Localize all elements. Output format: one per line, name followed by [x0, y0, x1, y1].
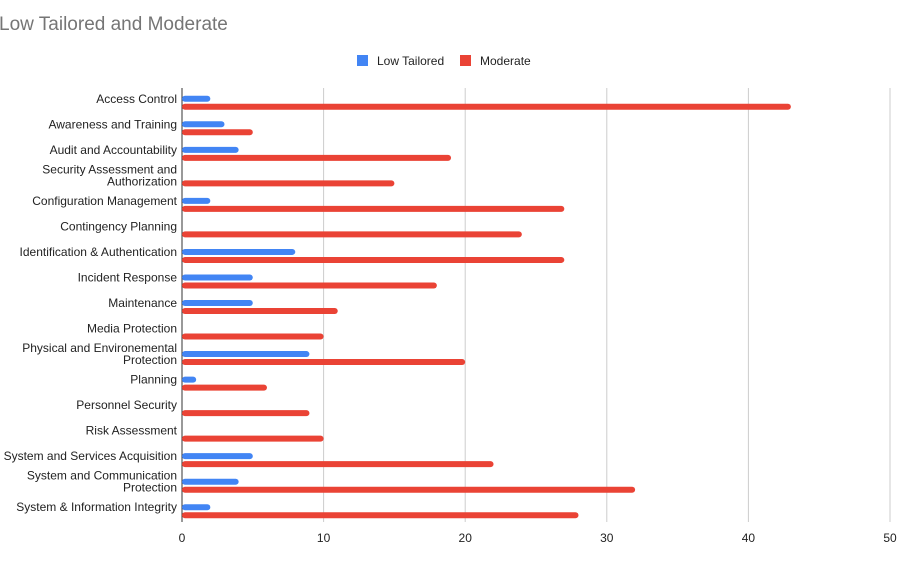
bar-moderate — [182, 384, 267, 391]
category-label: Personnel Security — [76, 398, 177, 412]
bar-moderate — [182, 180, 395, 187]
legend: Low Tailored Moderate — [357, 54, 531, 68]
bar-moderate — [182, 282, 437, 289]
bar-moderate — [182, 410, 310, 417]
gridlines — [181, 88, 891, 522]
bar-low-tailored — [182, 95, 211, 102]
x-tick-label: 40 — [742, 531, 756, 545]
bar-low-tailored — [182, 197, 211, 204]
bar-low-tailored — [182, 376, 197, 383]
category-label: Audit and Accountability — [50, 143, 177, 157]
category-label: Awareness and Training — [48, 117, 177, 131]
category-label: Contingency Planning — [60, 219, 177, 233]
legend-swatch-0 — [357, 55, 368, 66]
bar-moderate — [182, 205, 565, 212]
bar-low-tailored — [182, 248, 296, 255]
x-tick-label: 0 — [179, 531, 186, 545]
bar-moderate — [182, 256, 565, 263]
bar-moderate — [182, 231, 522, 238]
x-tick-label: 50 — [883, 531, 897, 545]
x-tick-label: 20 — [459, 531, 473, 545]
bar-low-tailored — [182, 478, 239, 485]
category-label: System and Services Acquisition — [4, 449, 177, 463]
category-label: Physical and Environemental Protection — [22, 341, 177, 367]
chart-title: Low Tailored and Moderate — [0, 14, 228, 35]
bar-low-tailored — [182, 351, 310, 358]
bar-moderate — [182, 512, 579, 519]
bar-moderate — [182, 129, 253, 136]
category-label: Security Assessment and Authorization — [42, 162, 177, 188]
bar-moderate — [182, 308, 338, 314]
bar-moderate — [182, 154, 452, 161]
category-label: System & Information Integrity — [16, 500, 177, 514]
category-labels: Access Control Awareness and Training Audi… — [4, 92, 178, 514]
category-label: Incident Response — [78, 270, 178, 284]
bar-moderate — [182, 103, 791, 110]
category-label: Media Protection — [87, 322, 177, 336]
bar-low-tailored — [182, 274, 253, 281]
bar-low-tailored — [182, 453, 253, 460]
x-tick-labels: 0 10 20 30 40 50 — [179, 531, 897, 545]
bar-low-tailored — [182, 146, 239, 153]
category-label: Planning — [130, 373, 177, 387]
legend-label-0: Low Tailored — [377, 54, 444, 68]
bar-moderate — [182, 435, 324, 442]
bars — [182, 95, 791, 519]
category-label: System and Communication Protection — [27, 469, 177, 495]
x-tick-label: 10 — [317, 531, 331, 545]
bar-moderate — [182, 359, 466, 366]
x-tick-label: 30 — [600, 531, 614, 545]
bar-low-tailored — [182, 121, 225, 128]
legend-swatch-1 — [460, 55, 471, 66]
category-label: Identification & Authentication — [20, 245, 177, 259]
legend-label-1: Moderate — [480, 54, 531, 68]
category-label: Access Control — [96, 92, 177, 106]
category-label: Maintenance — [108, 296, 177, 310]
bar-low-tailored — [182, 504, 211, 511]
bar-moderate — [182, 461, 494, 468]
category-label: Risk Assessment — [86, 424, 178, 438]
bar-low-tailored — [182, 300, 253, 306]
category-label: Configuration Management — [32, 194, 177, 208]
bar-moderate — [182, 333, 324, 340]
bar-moderate — [182, 486, 636, 493]
